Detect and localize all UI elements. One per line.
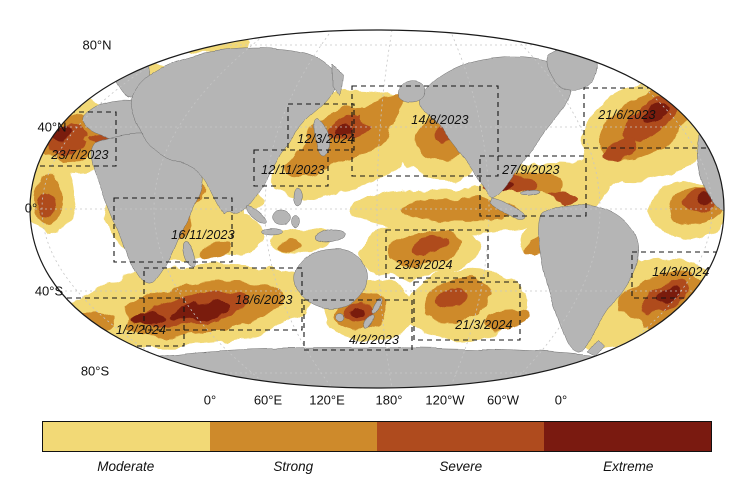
continent-australia bbox=[295, 248, 368, 309]
date-annotation: 12/3/2024 bbox=[297, 132, 355, 146]
date-annotation: 23/7/2023 bbox=[51, 148, 109, 162]
lon-tick: 120°W bbox=[425, 392, 465, 408]
peninsula-kamchatka bbox=[331, 63, 343, 97]
date-annotation: 21/3/2024 bbox=[455, 318, 513, 332]
continent-asia bbox=[131, 48, 337, 215]
date-annotation: 12/11/2023 bbox=[261, 163, 325, 177]
peninsula-alaska bbox=[397, 81, 426, 103]
date-annotation: 16/11/2023 bbox=[171, 228, 235, 242]
lon-tick: 60°E bbox=[253, 392, 283, 408]
legend-label-severe: Severe bbox=[439, 459, 483, 474]
date-annotation: 21/6/2023 bbox=[598, 108, 656, 122]
antarctic-peninsula bbox=[587, 339, 605, 357]
world-map bbox=[29, 29, 725, 389]
lon-tick: 0° bbox=[554, 392, 568, 408]
legend-segment-strong bbox=[210, 422, 377, 451]
lat-tick: 40°N bbox=[37, 119, 67, 135]
lon-tick: 180° bbox=[375, 392, 403, 408]
legend-label-extreme: Extreme bbox=[603, 459, 654, 474]
event-region-boxes bbox=[33, 85, 717, 351]
lon-tick: 120°E bbox=[309, 392, 345, 408]
lat-tick: 0° bbox=[24, 200, 38, 216]
island-java bbox=[260, 228, 284, 236]
date-annotation: 23/3/2024 bbox=[395, 258, 453, 272]
legend-label-strong: Strong bbox=[273, 459, 314, 474]
lon-tick: 0° bbox=[203, 392, 217, 408]
legend-label-moderate: Moderate bbox=[97, 459, 155, 474]
lat-tick: 80°S bbox=[80, 363, 110, 379]
region-box bbox=[631, 251, 717, 299]
island-tasmania bbox=[335, 312, 345, 322]
island-iceland bbox=[640, 69, 656, 79]
region-box bbox=[143, 267, 303, 331]
island-madagascar bbox=[183, 241, 197, 267]
island-sulawesi bbox=[291, 215, 301, 229]
central-america bbox=[489, 197, 526, 221]
date-annotation: 18/6/2023 bbox=[235, 293, 293, 307]
region-box bbox=[253, 149, 329, 187]
legend-segment-moderate bbox=[43, 422, 210, 451]
continent-south-america bbox=[538, 204, 639, 353]
region-box bbox=[351, 85, 499, 177]
legend-labels: Moderate Strong Severe Extreme bbox=[42, 459, 712, 474]
date-annotation: 4/2/2023 bbox=[348, 333, 400, 347]
island-borneo bbox=[272, 210, 292, 226]
region-box bbox=[303, 299, 413, 351]
island-sumatra bbox=[245, 205, 267, 225]
region-box bbox=[113, 197, 233, 263]
date-annotation: 14/8/2023 bbox=[411, 113, 469, 127]
lat-tick: 40°S bbox=[34, 283, 64, 299]
island-cuba bbox=[520, 188, 540, 196]
legend-segment-extreme bbox=[544, 422, 711, 451]
legend-bar bbox=[42, 421, 712, 452]
island-nz-north bbox=[371, 297, 383, 315]
region-box bbox=[385, 229, 489, 279]
lon-tick: 60°W bbox=[487, 392, 519, 408]
island-ireland bbox=[63, 97, 71, 109]
legend-segment-severe bbox=[377, 422, 544, 451]
map-frame bbox=[29, 29, 725, 389]
date-annotation: 14/3/2024 bbox=[652, 265, 710, 279]
date-annotation: 1/2/2024 bbox=[115, 323, 167, 337]
lat-tick: 80°N bbox=[82, 37, 112, 53]
heatwave-region-south-pacific bbox=[405, 269, 530, 341]
islands-philippines bbox=[293, 187, 303, 207]
region-box bbox=[479, 155, 587, 217]
island-nz-south bbox=[363, 314, 375, 330]
date-annotation: 27/9/2023 bbox=[502, 163, 560, 177]
region-box bbox=[413, 281, 521, 341]
island-new-guinea bbox=[313, 229, 347, 243]
